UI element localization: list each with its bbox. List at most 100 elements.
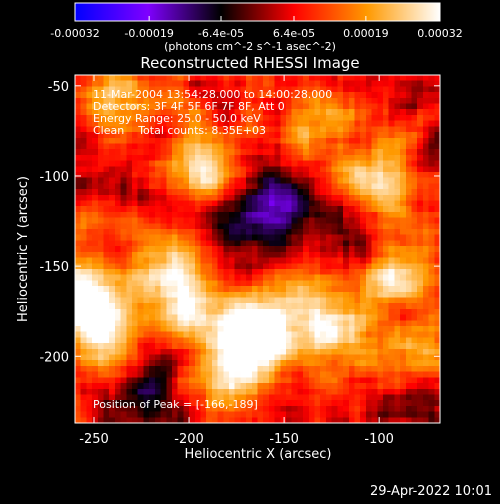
heatmap-cell	[400, 297, 407, 304]
heatmap-cell	[86, 411, 93, 418]
heatmap-cell	[382, 326, 389, 332]
heatmap-cell	[246, 320, 253, 327]
y-tick-label: -100	[39, 170, 69, 185]
heatmap-cell	[268, 308, 275, 315]
heatmap-cell	[337, 383, 344, 389]
heatmap-cell	[211, 303, 218, 310]
heatmap-cell	[405, 343, 412, 350]
heatmap-cell	[308, 280, 315, 287]
heatmap-cell	[257, 337, 264, 344]
heatmap-cell	[360, 383, 367, 389]
heatmap-cell	[251, 149, 258, 156]
heatmap-cell	[417, 308, 424, 315]
heatmap-cell	[360, 343, 367, 350]
heatmap-cell	[149, 331, 156, 338]
heatmap-cell	[86, 217, 93, 224]
heatmap-cell	[257, 103, 264, 110]
heatmap-cell	[251, 166, 258, 173]
heatmap-cell	[417, 211, 424, 218]
heatmap-cell	[132, 371, 138, 378]
heatmap-cell	[331, 194, 338, 201]
heatmap-cell	[120, 160, 127, 167]
heatmap-cell	[320, 314, 327, 321]
heatmap-cell	[274, 154, 281, 161]
heatmap-cell	[217, 383, 224, 389]
heatmap-cell	[280, 234, 287, 241]
heatmap-cell	[257, 171, 264, 178]
heatmap-cell	[337, 200, 344, 207]
heatmap-cell	[348, 303, 355, 310]
heatmap-cell	[223, 103, 230, 110]
heatmap-cell	[206, 246, 213, 253]
heatmap-cell	[377, 297, 384, 304]
heatmap-cell	[354, 217, 361, 224]
heatmap-cell	[189, 274, 195, 281]
heatmap-cell	[183, 223, 190, 230]
heatmap-cell	[228, 297, 235, 304]
heatmap-cell	[211, 171, 218, 178]
heatmap-cell	[206, 331, 213, 338]
heatmap-cell	[263, 274, 270, 281]
heatmap-cell	[75, 394, 81, 401]
heatmap-cell	[177, 388, 184, 395]
heatmap-cell	[268, 263, 275, 270]
heatmap-cell	[303, 92, 310, 99]
heatmap-cell	[206, 400, 213, 407]
heatmap-cell	[291, 360, 298, 367]
heatmap-cell	[297, 274, 304, 281]
heatmap-cell	[211, 114, 218, 121]
heatmap-cell	[126, 80, 133, 87]
heatmap-cell	[257, 371, 264, 378]
heatmap-cell	[206, 137, 213, 144]
heatmap-cell	[206, 303, 213, 310]
heatmap-cell	[217, 206, 224, 213]
heatmap-cell	[337, 337, 344, 344]
heatmap-cell	[137, 177, 144, 184]
heatmap-cell	[388, 291, 395, 298]
heatmap-cell	[166, 189, 173, 196]
heatmap-cell	[120, 154, 127, 161]
heatmap-cell	[405, 189, 412, 196]
heatmap-cell	[200, 337, 207, 344]
heatmap-cell	[103, 246, 110, 253]
heatmap-cell	[183, 320, 190, 327]
heatmap-cell	[325, 251, 332, 258]
heatmap-cell	[132, 257, 138, 264]
heatmap-cell	[228, 229, 235, 235]
heatmap-cell	[194, 114, 201, 121]
heatmap-cell	[109, 405, 116, 412]
heatmap-cell	[211, 405, 218, 412]
heatmap-cell	[268, 189, 275, 196]
heatmap-cell	[291, 217, 298, 224]
heatmap-cell	[280, 120, 287, 127]
heatmap-cell	[200, 229, 207, 235]
heatmap-cell	[183, 160, 190, 167]
heatmap-cell	[325, 263, 332, 270]
heatmap-cell	[337, 274, 344, 281]
heatmap-cell	[348, 377, 355, 384]
heatmap-cell	[137, 194, 144, 201]
heatmap-cell	[228, 234, 235, 241]
heatmap-cell	[405, 177, 412, 184]
heatmap-cell	[422, 234, 429, 241]
heatmap-cell	[177, 229, 184, 235]
heatmap-cell	[177, 183, 184, 190]
heatmap-cell	[365, 286, 372, 293]
heatmap-cell	[109, 143, 116, 150]
heatmap-cell	[149, 411, 156, 418]
heatmap-cell	[120, 194, 127, 201]
heatmap-cell	[377, 126, 384, 133]
plot-frame	[74, 74, 441, 424]
heatmap-cell	[217, 405, 224, 412]
heatmap-cell	[143, 211, 150, 218]
heatmap-cell	[325, 388, 332, 395]
heatmap-cell	[354, 291, 361, 298]
heatmap-cell	[177, 137, 184, 144]
heatmap-cell	[337, 126, 344, 133]
heatmap-cell	[132, 263, 138, 270]
heatmap-cell	[217, 177, 224, 184]
heatmap-cell	[183, 400, 190, 407]
heatmap-cell	[388, 365, 395, 372]
heatmap-cell	[417, 268, 424, 275]
heatmap-cell	[194, 268, 201, 275]
